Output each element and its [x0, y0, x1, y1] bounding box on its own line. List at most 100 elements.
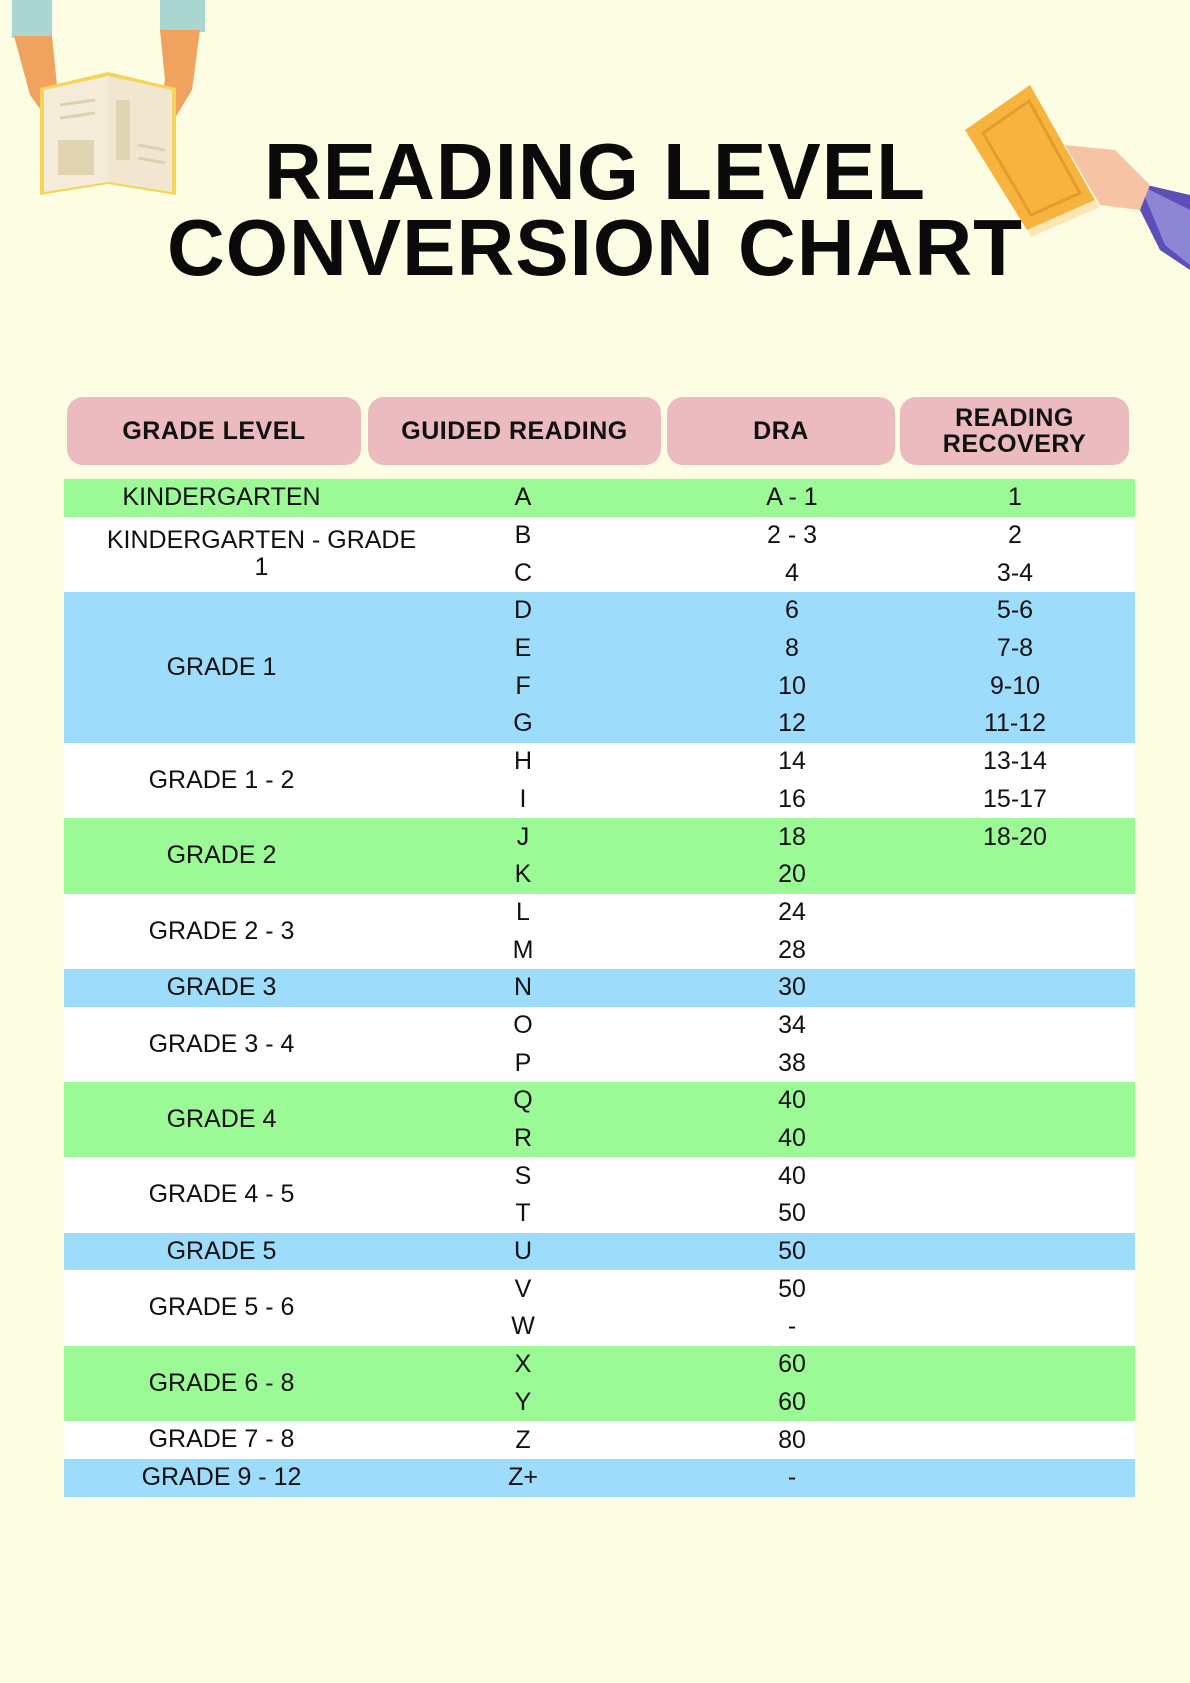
dra-cell: 2 - 3: [766, 521, 818, 550]
grade-level-cell: KINDERGARTEN: [122, 483, 321, 512]
dra-cell: 12: [778, 709, 806, 738]
grade-level-cell: GRADE 5 - 6: [148, 1293, 295, 1322]
table-row: I 16 15-17: [64, 781, 1135, 819]
table-row: R 40: [64, 1120, 1135, 1158]
reading-recovery-cell: [915, 1120, 1115, 1158]
reading-recovery-cell: 18-20: [983, 822, 1047, 851]
guided-reading-cell: I: [519, 784, 527, 813]
reading-recovery-cell: [915, 1384, 1115, 1422]
grade-level-cell: GRADE 9 - 12: [141, 1462, 302, 1491]
guided-reading-cell: V: [514, 1274, 532, 1303]
reading-recovery-cell: 15-17: [983, 784, 1047, 813]
dra-cell: 24: [778, 897, 806, 926]
table-row: S 40: [64, 1157, 1135, 1195]
dra-cell: 50: [778, 1237, 806, 1266]
guided-reading-cell: H: [513, 747, 533, 776]
table-row-group: GRADE 6 - 8 X 60 Y 60: [64, 1345, 1135, 1422]
guided-reading-cell: Q: [513, 1086, 533, 1115]
guided-reading-cell: P: [514, 1048, 532, 1077]
dra-cell: A - 1: [766, 483, 818, 512]
guided-reading-cell: C: [513, 558, 533, 587]
table-row: X 60: [64, 1346, 1135, 1384]
guided-reading-cell: U: [513, 1237, 533, 1266]
table-row-group: GRADE 3 N 30: [64, 968, 1135, 1007]
table-row: C 4 3-4: [64, 554, 1135, 592]
grade-level-cell: GRADE 1 - 2: [148, 765, 295, 794]
table-row: Q 40: [64, 1082, 1135, 1120]
table-row-group: GRADE 4 Q 40 R 40: [64, 1082, 1135, 1158]
dra-cell: 28: [778, 935, 806, 964]
header-reading-recovery: READING RECOVERY: [900, 397, 1129, 465]
reading-recovery-cell: 2: [1008, 521, 1022, 550]
dra-cell: 6: [785, 596, 799, 625]
guided-reading-cell: Y: [514, 1387, 532, 1416]
header-grade-level: GRADE LEVEL: [67, 397, 361, 465]
guided-reading-cell: E: [514, 634, 532, 663]
grade-level-cell: GRADE 3 - 4: [148, 1029, 295, 1058]
reading-recovery-cell: 9-10: [989, 671, 1041, 700]
table-row-group: GRADE 1 - 2 H 14 13-14 I 16 15-17: [64, 742, 1135, 819]
table-row: N 30: [64, 969, 1135, 1007]
header-dra: DRA: [667, 397, 895, 465]
reading-recovery-cell: 11-12: [983, 709, 1047, 738]
table-row-group: GRADE 9 - 12 Z+ -: [64, 1458, 1135, 1497]
reading-recovery-cell: [915, 1233, 1115, 1271]
table-row: G 12 11-12: [64, 705, 1135, 743]
reading-recovery-cell: [915, 1044, 1115, 1082]
guided-reading-cell: D: [513, 596, 533, 625]
grade-level-cell: GRADE 2 - 3: [148, 916, 295, 945]
dra-cell: 14: [778, 747, 806, 776]
header-guided-reading: GUIDED READING: [368, 397, 661, 465]
dra-cell: 60: [778, 1387, 806, 1416]
guided-reading-cell: T: [515, 1199, 531, 1228]
hand-closed-book-illustration: [965, 85, 1190, 270]
guided-reading-cell: S: [514, 1161, 532, 1190]
reading-recovery-cell: [915, 1346, 1115, 1384]
guided-reading-cell: M: [512, 935, 534, 964]
reading-recovery-cell: 5-6: [996, 596, 1034, 625]
reading-recovery-cell: [915, 1007, 1115, 1045]
grade-level-cell: GRADE 3: [166, 973, 277, 1002]
grade-level-cell: GRADE 4: [166, 1104, 277, 1133]
table-row: W-: [64, 1308, 1135, 1346]
page-title-line-1: READING LEVEL: [264, 127, 926, 216]
table-row: Y 60: [64, 1384, 1135, 1422]
guided-reading-cell: J: [516, 822, 530, 851]
reading-recovery-cell: [915, 1157, 1115, 1195]
table-row-group: GRADE 1 D 6 5-6 E 8 7-8 F 10 9-10 G 12 11-12: [64, 592, 1135, 743]
dra-cell: 10: [778, 671, 806, 700]
dra-cell: 50: [778, 1274, 806, 1303]
table-row-group: GRADE 2 J 18 18-20 K 20: [64, 818, 1135, 894]
reading-recovery-cell: [915, 894, 1115, 932]
dra-cell: 18: [778, 822, 806, 851]
page-title-line-2: CONVERSION CHART: [166, 203, 1024, 292]
table-row: P 38: [64, 1044, 1135, 1082]
conversion-table: KINDERGARTEN A A - 1 1 KINDERGARTEN - GRADE …: [64, 479, 1135, 1497]
grade-level-cell: GRADE 6 - 8: [148, 1368, 295, 1397]
table-row-group: GRADE 2 - 3 L 24 M 28: [64, 893, 1135, 969]
reading-recovery-cell: [915, 1308, 1115, 1346]
table-row-group: GRADE 5 U 50: [64, 1232, 1135, 1271]
guided-reading-cell: Z: [515, 1425, 531, 1454]
table-row: J 18 18-20: [64, 818, 1135, 856]
table-row: Z+ -: [64, 1459, 1135, 1497]
dra-cell: 50: [778, 1199, 806, 1228]
guided-reading-cell: Z+: [508, 1463, 538, 1492]
reading-recovery-cell: 3-4: [996, 558, 1034, 587]
table-row-group: KINDERGARTEN A A - 1 1: [64, 479, 1135, 517]
dra-cell: 40: [778, 1124, 806, 1153]
dra-cell: 34: [778, 1010, 806, 1039]
guided-reading-cell: N: [513, 973, 533, 1002]
reading-recovery-cell: [915, 1082, 1115, 1120]
guided-reading-cell: K: [514, 860, 532, 889]
table-row: V 50: [64, 1270, 1135, 1308]
guided-reading-cell: L: [516, 897, 530, 926]
grade-level-cell: GRADE 2: [166, 841, 277, 870]
reading-recovery-cell: [915, 856, 1115, 894]
table-row: A A - 1 1: [64, 479, 1135, 517]
grade-level-cell: GRADE 4 - 5: [148, 1180, 295, 1209]
dra-cell: -: [787, 1463, 797, 1492]
dra-cell: 40: [778, 1086, 806, 1115]
reading-recovery-cell: [915, 1270, 1115, 1308]
guided-reading-cell: B: [514, 521, 532, 550]
